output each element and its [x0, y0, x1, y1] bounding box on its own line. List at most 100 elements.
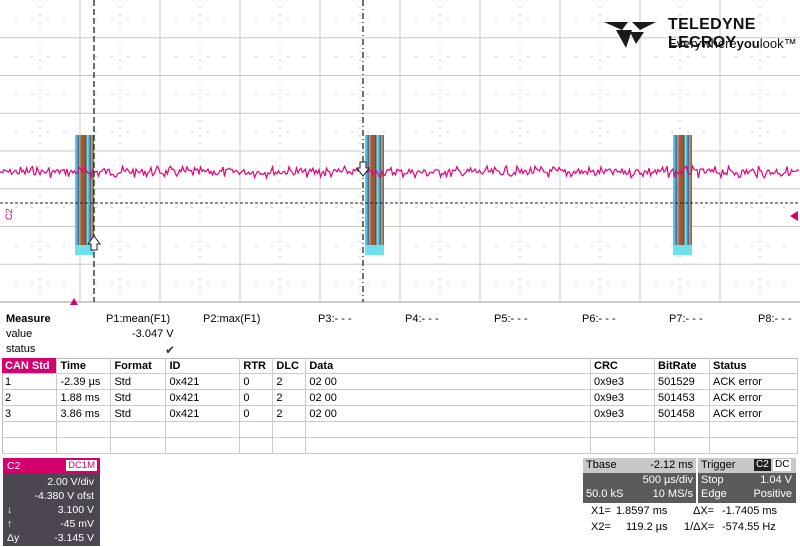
measure-param-p3[interactable]: P3:- - -: [318, 313, 352, 325]
table-cell: Std: [110, 405, 167, 422]
can-table-header-row: CAN Std Time Format ID RTR DLC Data CRC …: [2, 358, 799, 374]
trigger-position-marker-icon[interactable]: [70, 298, 78, 305]
trigger-source-badge: C2: [754, 459, 771, 471]
measure-value-label: value: [6, 328, 33, 340]
can-col-header[interactable]: ID: [165, 358, 241, 374]
delta-x-label: ΔX=: [693, 505, 715, 517]
cursor-arrow-up-icon[interactable]: [87, 235, 101, 251]
measure-param-p7[interactable]: P7:- - -: [669, 313, 703, 325]
table-cell: 0: [239, 405, 274, 422]
can-packet-overlay[interactable]: [673, 135, 692, 255]
c2-offset: -4.380 V ofst: [34, 490, 94, 502]
measure-param-p6[interactable]: P6:- - -: [582, 313, 616, 325]
can-col-header[interactable]: RTR: [239, 358, 274, 374]
c2-trace: [0, 164, 800, 181]
timebase-label: Tbase: [586, 459, 617, 471]
measure-status-label: status: [6, 343, 36, 355]
measure-param-p5[interactable]: P5:- - -: [494, 313, 528, 325]
table-cell: 2: [272, 373, 307, 390]
trigger-level-marker-icon[interactable]: [790, 211, 798, 221]
c2-cursor-down-value: 3.100 V: [57, 504, 94, 516]
cursor-up-arrow-icon: ↑: [7, 518, 13, 530]
x1-value: 1.8597 ms: [616, 505, 668, 517]
brand-name: TELEDYNE LECROY: [668, 16, 756, 51]
table-cell: 0: [239, 389, 274, 406]
table-cell: Std: [110, 373, 167, 390]
inv-delta-x-label: 1/ΔX=: [684, 521, 715, 533]
table-cell: 02 00: [305, 389, 592, 406]
inv-delta-x-value: -574.55 Hz: [722, 521, 776, 533]
table-cell: -2.39 µs: [56, 373, 112, 390]
trigger-type: Edge: [701, 488, 727, 500]
can-col-header[interactable]: CAN Std: [2, 358, 58, 374]
table-cell: 3: [2, 405, 58, 422]
trigger-slope: Positive: [753, 488, 792, 500]
brand-tagline: Everywhereyoulook™: [668, 36, 797, 51]
timebase-rate: 10 MS/s: [652, 488, 693, 500]
teledyne-logo-icon: [604, 22, 656, 48]
table-cell: 2: [2, 389, 58, 406]
can-packet-overlay[interactable]: [75, 135, 94, 255]
waveform-display[interactable]: TELEDYNE LECROY Everywhereyoulook™ C2: [0, 0, 800, 305]
trigger-mode: Stop: [701, 474, 724, 486]
timebase-delay: -2.12 ms: [650, 459, 693, 471]
trigger-coupling-badge: DC: [773, 459, 792, 471]
can-col-header[interactable]: Format: [110, 358, 167, 374]
can-col-header[interactable]: Time: [56, 358, 112, 374]
waveform-grid: [0, 0, 800, 303]
c2-panel-header: C2 DC1M: [3, 458, 100, 474]
can-col-header[interactable]: BitRate: [654, 358, 710, 374]
can-col-header[interactable]: Status: [709, 358, 799, 374]
table-cell: 0x9e3: [590, 389, 655, 406]
table-cell: 3.86 ms: [56, 405, 112, 422]
trigger-header: Trigger C2 DC: [698, 458, 796, 473]
measure-panel: Measure value status P1:mean(F1) P2:max(…: [0, 310, 800, 360]
table-cell: 02 00: [305, 405, 592, 422]
table-cell: 0x421: [165, 405, 241, 422]
table-cell: 0: [239, 373, 274, 390]
table-cell: 0x9e3: [590, 373, 655, 390]
table-row-empty: [2, 421, 799, 438]
table-cell: 02 00: [305, 373, 592, 390]
table-cell: 501453: [654, 389, 710, 406]
table-row[interactable]: 1 -2.39 µs Std 0x421 0 2 02 00 0x9e3 501…: [2, 373, 799, 390]
table-cell: 0x421: [165, 373, 241, 390]
c2-channel-panel[interactable]: C2 DC1M 2.00 V/div -4.380 V ofst ↓ 3.100…: [3, 458, 100, 546]
checkmark-icon: ✔: [165, 343, 176, 357]
measure-param-p4[interactable]: P4:- - -: [405, 313, 439, 325]
table-cell: ACK error: [709, 389, 799, 406]
table-cell: 501458: [654, 405, 710, 422]
trigger-level: 1.04 V: [760, 474, 792, 486]
can-col-header[interactable]: DLC: [272, 358, 307, 374]
can-packet-overlay[interactable]: [365, 135, 384, 255]
table-cell: 2: [272, 389, 307, 406]
table-row[interactable]: 2 1.88 ms Std 0x421 0 2 02 00 0x9e3 5014…: [2, 389, 799, 406]
table-cell: ACK error: [709, 405, 799, 422]
measure-param-p2[interactable]: P2:max(F1): [203, 313, 261, 325]
can-col-header[interactable]: CRC: [590, 358, 655, 374]
timebase-tdiv: 500 µs/div: [642, 474, 693, 486]
c2-delta-y-value: -3.145 V: [54, 532, 94, 544]
x2-value: 119.2 µs: [626, 521, 668, 533]
can-decode-table: CAN Std Time Format ID RTR DLC Data CRC …: [2, 358, 799, 454]
table-cell: 501529: [654, 373, 710, 390]
x2-label: X2=: [591, 521, 611, 533]
channel-side-label: C2: [4, 208, 14, 220]
cursor-down-arrow-icon: ↓: [7, 504, 13, 516]
trigger-panel[interactable]: Trigger C2 DC Stop 1.04 V Edge Positive: [698, 458, 796, 503]
cursor-arrow-down-icon[interactable]: [356, 161, 370, 177]
table-cell: 0x421: [165, 389, 241, 406]
table-cell: 0x9e3: [590, 405, 655, 422]
timebase-panel[interactable]: Tbase -2.12 ms 500 µs/div 50.0 kS 10 MS/…: [583, 458, 696, 503]
table-cell: 1: [2, 373, 58, 390]
measure-param-p1[interactable]: P1:mean(F1): [106, 313, 171, 325]
c2-panel-label: C2: [7, 460, 21, 472]
can-col-header[interactable]: Data: [305, 358, 592, 374]
table-row-empty: [2, 437, 799, 454]
table-cell: ACK error: [709, 373, 799, 390]
c2-cursor-up-value: -45 mV: [60, 518, 94, 530]
coupling-badge: DC1M: [66, 460, 97, 471]
x1-label: X1=: [591, 505, 611, 517]
measure-param-p8[interactable]: P8:- - -: [758, 313, 792, 325]
table-row[interactable]: 3 3.86 ms Std 0x421 0 2 02 00 0x9e3 5014…: [2, 405, 799, 422]
